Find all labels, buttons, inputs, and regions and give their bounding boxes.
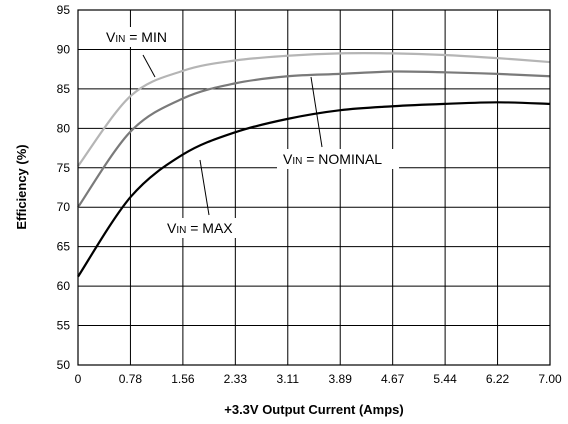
y-tick-label: 50: [57, 358, 71, 372]
y-tick-label: 60: [57, 279, 71, 293]
x-tick-label: 2.33: [224, 372, 248, 386]
annotation-vin-min-suffix: = MIN: [125, 29, 167, 45]
x-tick-label: 0: [75, 372, 82, 386]
x-tick-label: 7.00: [538, 372, 562, 386]
grid-lines: [78, 10, 550, 365]
y-tick-label: 55: [57, 319, 71, 333]
annotation-vin-nominal: VIN = NOMINAL: [283, 151, 382, 167]
annotation-vin-nominal-prefix: V: [283, 151, 293, 167]
plot-frame: [77, 9, 551, 366]
x-tick-label: 3.89: [329, 372, 353, 386]
y-tick-label: 80: [57, 121, 71, 135]
annotation-nominal-bg: [277, 149, 399, 169]
series-line-nominal: [77, 70, 551, 208]
y-tick-labels: 50 55 60 65 70 75 80 85 90 95: [57, 3, 71, 372]
annotation-nominal-leader: [310, 76, 323, 148]
annotation-vin-max-prefix: V: [167, 220, 177, 236]
y-tick-label: 75: [57, 161, 71, 175]
y-tick-label: 90: [57, 42, 71, 56]
x-tick-labels: 0 0.78 1.56 2.33 3.11 3.89 4.67 5.44 6.22 7.00: [75, 372, 562, 386]
annotation-vin-max: VIN = MAX: [167, 220, 233, 236]
x-tick-label: 3.11: [277, 372, 300, 386]
x-tick-label: 4.67: [381, 372, 405, 386]
annotation-vin-min-sub: IN: [115, 34, 125, 45]
annotation-vin-max-suffix: = MAX: [186, 220, 233, 236]
series-lines: [77, 52, 551, 278]
annotation-min-leader: [142, 54, 156, 78]
series-line-min: [77, 52, 551, 167]
x-axis-title: +3.3V Output Current (Amps): [224, 402, 404, 417]
annotation-vin-nominal-suffix: = NOMINAL: [302, 151, 382, 167]
series-line-max: [77, 101, 551, 278]
y-tick-label: 95: [57, 3, 71, 17]
annotation-vin-nominal-sub: IN: [292, 156, 302, 167]
x-tick-label: 1.56: [171, 372, 195, 386]
annotation-vin-max-sub: IN: [176, 225, 186, 236]
y-axis-title: Efficiency (%): [14, 144, 29, 229]
annotation-min-bg: [100, 27, 178, 47]
annotation-vin-min-prefix: V: [106, 29, 116, 45]
annotation-vin-min: VIN = MIN: [106, 29, 167, 45]
y-tick-label: 85: [57, 82, 71, 96]
x-tick-label: 0.78: [119, 372, 143, 386]
annotation-max-bg: [161, 218, 239, 238]
x-tick-label: 5.44: [433, 372, 457, 386]
annotation-max-leader: [199, 159, 210, 216]
x-tick-label: 6.22: [486, 372, 510, 386]
y-tick-label: 70: [57, 200, 71, 214]
y-tick-label: 65: [57, 240, 71, 254]
